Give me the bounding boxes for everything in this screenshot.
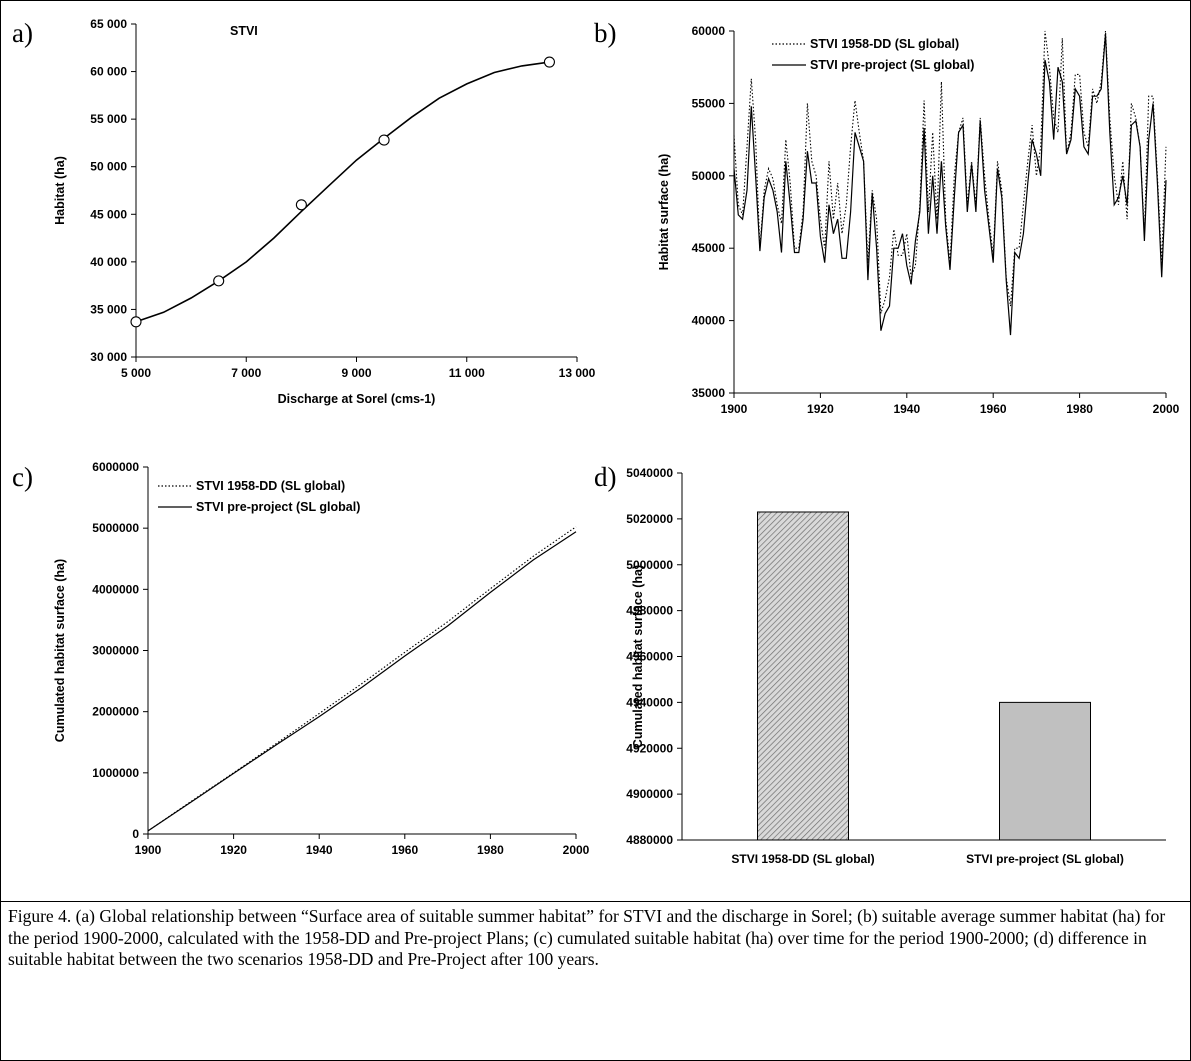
panel-d-bar-1 xyxy=(757,511,849,841)
panel-a-y-tick-label: 60 000 xyxy=(90,65,127,79)
panel-d-x-category-label: STVI 1958-DD (SL global) xyxy=(731,852,874,866)
panel-b-y-tick-label: 55000 xyxy=(692,96,726,110)
panel-c-series-line-2 xyxy=(147,531,577,832)
panel-b-y-tick-label: 35000 xyxy=(692,386,726,400)
panel-a-x-axis-title: Discharge at Sorel (cms-1) xyxy=(278,392,436,406)
panel-c-y-tick-label: 5000000 xyxy=(92,521,139,535)
panel-b-x-tick-label: 2000 xyxy=(1153,402,1180,416)
panel-b-y-tick-label: 60000 xyxy=(692,24,726,38)
panel-a-y-tick-label: 35 000 xyxy=(90,302,127,316)
panel-label-a: a) xyxy=(12,18,33,48)
panel-d-y-tick-label: 4940000 xyxy=(626,695,673,709)
panel-c-y-tick-label: 2000000 xyxy=(92,705,139,719)
panel-d-x-category-label: STVI pre-project (SL global) xyxy=(966,852,1124,866)
panel-label-c: c) xyxy=(12,462,33,492)
panel-b-chart: b) 35000 40000 45000 50000 55000 60000 1900 192… xyxy=(594,18,1180,416)
panel-a-data-point xyxy=(213,275,225,287)
panel-c-x-tick-label: 2000 xyxy=(563,843,590,857)
panel-a-y-tick-label: 40 000 xyxy=(90,255,127,269)
panel-b-y-axis-title: Habitat surface (ha) xyxy=(657,154,671,271)
panel-b-series-line-2 xyxy=(733,33,1167,336)
panel-c-y-tick-label: 0 xyxy=(132,827,139,841)
panel-c-x-tick-label: 1960 xyxy=(391,843,418,857)
panel-b-series-line-1 xyxy=(733,30,1167,314)
panel-label-d: d) xyxy=(594,462,617,492)
panel-b-x-tick-label: 1980 xyxy=(1066,402,1093,416)
figure-caption: Figure 4. (a) Global relationship betwee… xyxy=(0,901,1191,1061)
panel-c-x-tick-label: 1980 xyxy=(477,843,504,857)
panel-b-x-tick-label: 1960 xyxy=(980,402,1007,416)
panel-c-y-tick-label: 3000000 xyxy=(92,644,139,658)
panel-c-y-axis-title: Cumulated habitat surface (ha) xyxy=(53,559,67,742)
panel-b-x-tick-label: 1900 xyxy=(721,402,748,416)
panel-c-y-tick-label: 4000000 xyxy=(92,582,139,596)
panel-a-y-axis-title: Habitat (ha) xyxy=(53,156,67,225)
panel-d-chart: d) 4880000 4900000 4920000 4940000 4960000 49… xyxy=(594,462,1166,866)
panel-d-y-tick-label: 4920000 xyxy=(626,741,673,755)
panel-d-bar-2 xyxy=(999,701,1091,841)
panel-a-y-tick-label: 45 000 xyxy=(90,207,127,221)
panel-a-data-point xyxy=(378,134,390,146)
panel-a-x-tick-label: 13 000 xyxy=(559,366,596,380)
panel-a-data-point xyxy=(130,316,142,328)
panel-b-y-tick-label: 40000 xyxy=(692,314,726,328)
panel-d-y-tick-label: 5040000 xyxy=(626,466,673,480)
panel-d-y-tick-label: 5000000 xyxy=(626,558,673,572)
panel-a-data-point xyxy=(543,56,555,68)
panel-d-y-tick-label: 4980000 xyxy=(626,604,673,618)
panel-a-y-tick-label: 50 000 xyxy=(90,160,127,174)
panel-a-x-tick-label: 9 000 xyxy=(341,366,371,380)
panel-a-y-tick-label: 65 000 xyxy=(90,17,127,31)
panel-c-x-tick-label: 1900 xyxy=(135,843,162,857)
panel-a-y-tick-label: 55 000 xyxy=(90,112,127,126)
panel-a-fit-curve xyxy=(135,61,550,323)
panel-c-y-tick-label: 1000000 xyxy=(92,766,139,780)
panel-b-legend-label: STVI 1958-DD (SL global) xyxy=(810,37,959,51)
panel-c-x-tick-label: 1920 xyxy=(220,843,247,857)
panel-c-legend-label: STVI pre-project (SL global) xyxy=(196,500,360,514)
panel-a-x-tick-label: 7 000 xyxy=(231,366,261,380)
panel-d-y-axis-title: Cumulated habitat surface (ha) xyxy=(631,565,645,748)
panel-c-series-line-1 xyxy=(147,526,577,832)
panel-c-x-tick-label: 1940 xyxy=(306,843,333,857)
panel-a-data-point xyxy=(295,199,307,211)
panel-a-title: STVI xyxy=(230,24,258,38)
panel-a-chart: a) 30 000 35 000 40 000 45 000 50 000 55 000 6… xyxy=(12,17,596,406)
panel-b-x-tick-label: 1940 xyxy=(893,402,920,416)
panel-d-y-tick-label: 4880000 xyxy=(626,833,673,847)
panel-c-y-tick-label: 6000000 xyxy=(92,460,139,474)
panel-a-x-tick-label: 11 000 xyxy=(449,366,485,380)
panel-a-x-tick-label: 5 000 xyxy=(121,366,151,380)
panel-d-y-tick-label: 5020000 xyxy=(626,512,673,526)
panel-c-chart: c) 0 1000000 2000000 3000000 4000000 5000000 6… xyxy=(12,460,590,857)
panel-a-y-tick-label: 30 000 xyxy=(90,350,127,364)
panel-b-y-tick-label: 45000 xyxy=(692,241,726,255)
panel-label-b: b) xyxy=(594,18,617,48)
panel-b-x-tick-label: 1920 xyxy=(807,402,834,416)
panel-b-legend-label: STVI pre-project (SL global) xyxy=(810,58,974,72)
panel-b-y-tick-label: 50000 xyxy=(692,169,726,183)
panel-d-y-tick-label: 4960000 xyxy=(626,650,673,664)
panel-c-legend-label: STVI 1958-DD (SL global) xyxy=(196,479,345,493)
panel-d-y-tick-label: 4900000 xyxy=(626,787,673,801)
